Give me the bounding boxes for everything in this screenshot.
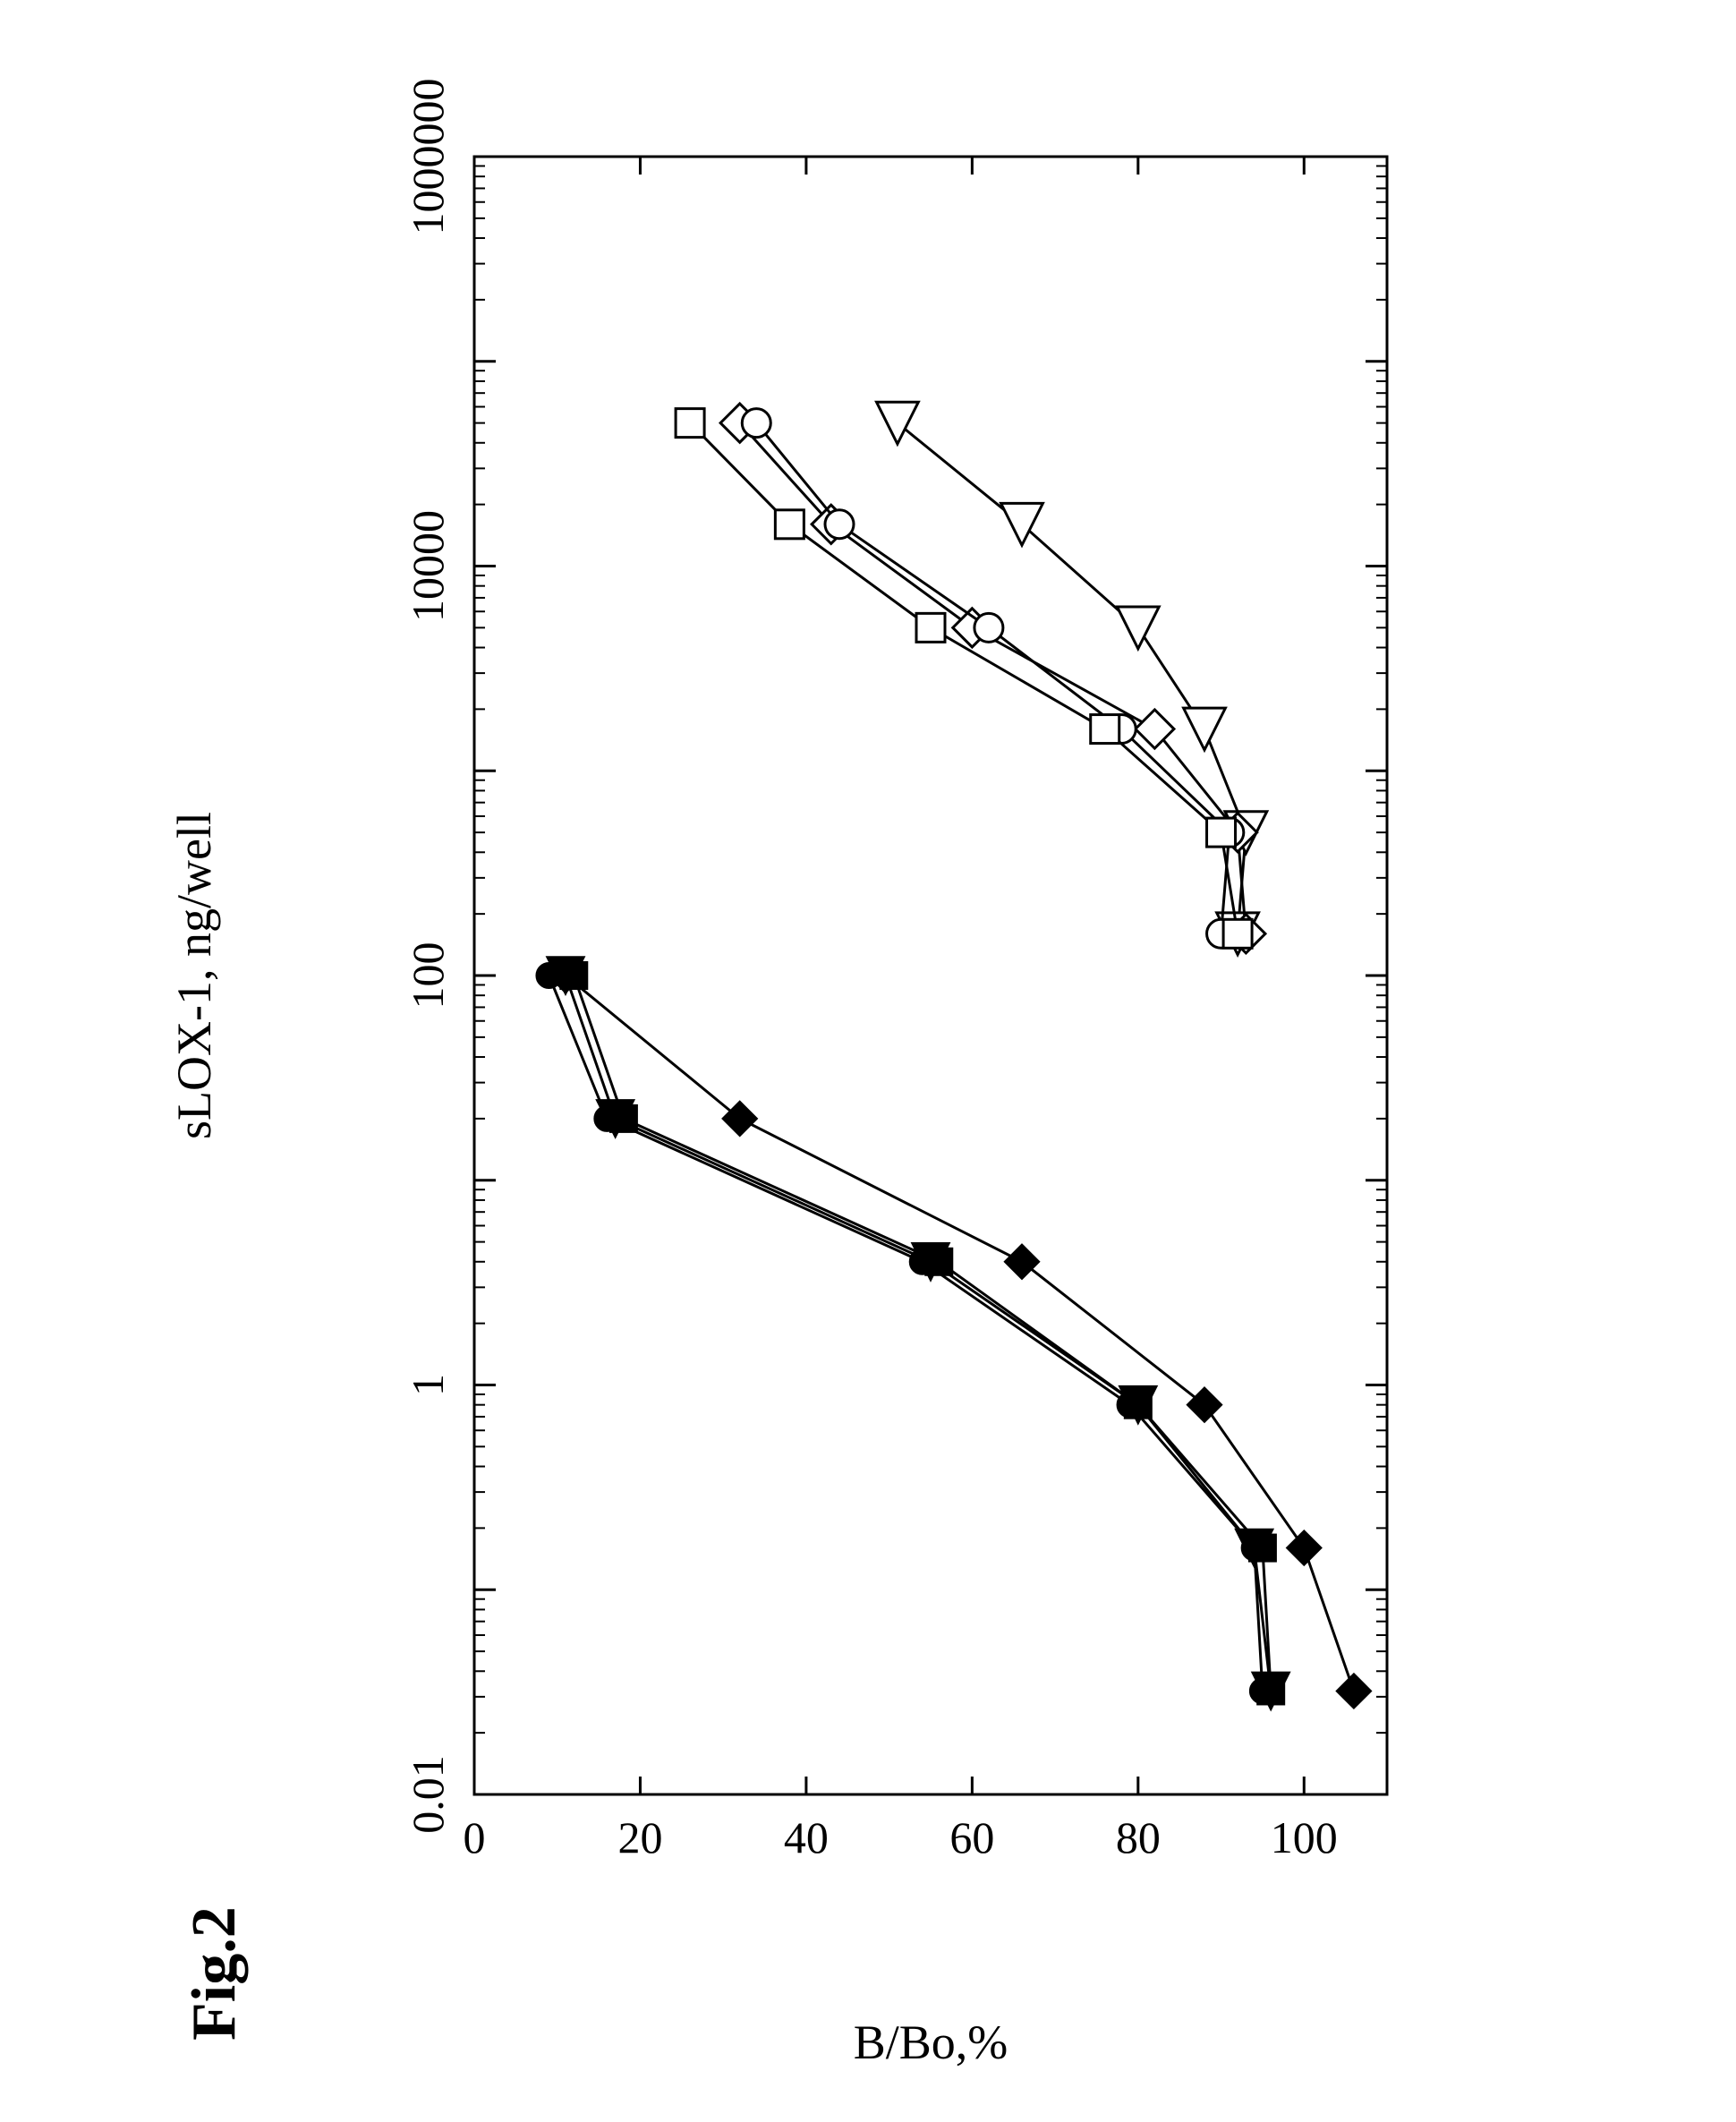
x-tick-label: 1000000 [403, 79, 453, 235]
y-tick-label: 100 [1271, 1812, 1338, 1862]
y-tick-label: 80 [1116, 1812, 1161, 1862]
x-axis-tick-labels: 0.01 1 100 10000 1000000 [403, 79, 453, 1834]
y-axis-tick-labels: 0 20 40 60 80 100 [464, 1812, 1338, 1862]
x-tick-label: 0.01 [403, 1755, 453, 1834]
series-line-filled-triangle [566, 976, 1271, 1691]
series-line-filled-diamond [566, 976, 1354, 1691]
y-tick-label: 40 [784, 1812, 829, 1862]
x-tick-label: 10000 [403, 510, 453, 622]
series-line-open-triangle [898, 423, 1246, 934]
x-tick-label: 1 [403, 1374, 453, 1396]
y-axis-label: B/Bo,% [854, 2015, 1008, 2069]
chart-plot: B/Bo,% sLOX-1, ng/well 0 20 40 60 80 100 0.01… [0, 0, 1736, 2122]
x-tick-label: 100 [403, 942, 453, 1010]
series-line-filled-circle [549, 976, 1262, 1691]
series-line-filled-square [574, 976, 1271, 1691]
chart-series [536, 402, 1371, 1709]
y-tick-label: 0 [464, 1812, 486, 1862]
y-tick-label: 60 [949, 1812, 994, 1862]
series-line-open-square [690, 423, 1238, 934]
x-axis-label: sLOX-1, ng/well [167, 812, 221, 1139]
y-tick-label: 20 [617, 1812, 662, 1862]
